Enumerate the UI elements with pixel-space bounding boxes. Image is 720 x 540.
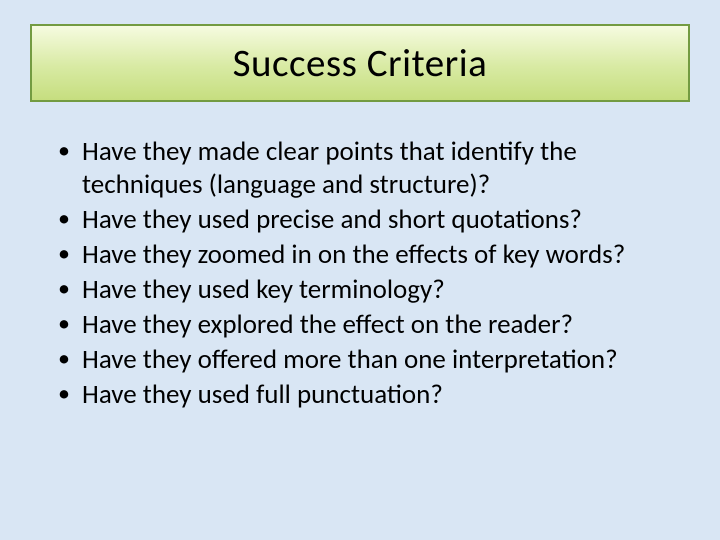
slide: Success Criteria Have they made clear po… [0,0,720,540]
bullet-item: Have they made clear points that identif… [58,136,682,202]
title-box: Success Criteria [30,24,690,102]
bullet-item: Have they used key terminology? [58,274,682,307]
slide-title: Success Criteria [233,40,488,87]
bullet-item: Have they explored the effect on the rea… [58,309,682,342]
bullet-item: Have they used precise and short quotati… [58,204,682,237]
bullet-item: Have they zoomed in on the effects of ke… [58,239,682,272]
bullet-item: Have they offered more than one interpre… [58,344,682,377]
bullet-list: Have they made clear points that identif… [58,136,682,412]
bullet-item: Have they used full punctuation? [58,379,682,412]
body-box: Have they made clear points that identif… [30,128,690,422]
